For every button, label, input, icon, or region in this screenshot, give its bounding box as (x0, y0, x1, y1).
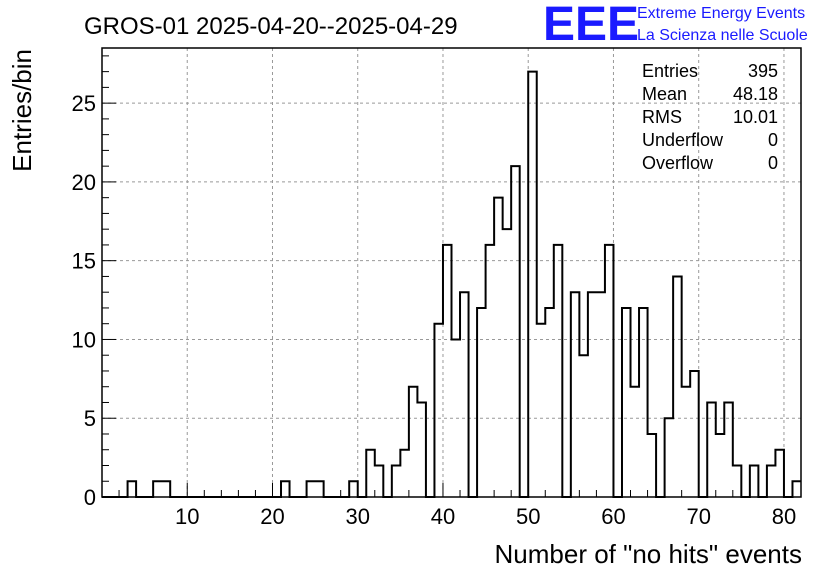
histogram-bin (452, 339, 461, 497)
histogram-bin (682, 387, 691, 497)
y-tick-label: 0 (84, 485, 96, 510)
histogram-bin (648, 434, 657, 497)
x-tick-label: 60 (601, 504, 625, 529)
histogram-bin (639, 308, 648, 497)
histogram-bin (503, 229, 512, 497)
histogram-bin (400, 450, 409, 497)
histogram-bin (409, 387, 418, 497)
stats-underflow-value: 0 (768, 130, 778, 150)
stats-mean-label: Mean (642, 84, 687, 104)
x-tick-label: 20 (260, 504, 284, 529)
y-tick-label: 25 (72, 91, 96, 116)
x-tick-label: 10 (175, 504, 199, 529)
histogram-bin (775, 450, 784, 497)
histogram-bin (366, 450, 375, 497)
histogram-bin (417, 402, 426, 497)
histogram-bin (349, 481, 358, 497)
plot-frame (101, 47, 802, 498)
stats-mean-value: 48.18 (733, 84, 778, 104)
histogram-bin (281, 481, 290, 497)
histogram-bin (477, 308, 486, 497)
histogram-bin (733, 465, 742, 497)
histogram-bin (596, 292, 605, 497)
histogram-bin (511, 166, 520, 497)
histogram-bin (434, 324, 443, 497)
histogram-bin (392, 465, 401, 497)
histogram-bin (528, 72, 537, 497)
histogram-bin (673, 276, 682, 497)
histogram-bin (792, 481, 801, 497)
stats-entries-value: 395 (748, 61, 778, 81)
eee-logo: EEE (543, 0, 639, 51)
histogram-bin (579, 355, 588, 497)
histogram-bin (767, 465, 776, 497)
x-tick-label: 30 (345, 504, 369, 529)
x-tick-label: 80 (772, 504, 796, 529)
y-tick-label: 5 (84, 406, 96, 431)
histogram-bin (153, 481, 162, 497)
histogram-bin (537, 324, 546, 497)
histogram-bin (622, 308, 631, 497)
histogram-bin (571, 292, 580, 497)
histogram-bin (486, 245, 495, 497)
histogram-bin (162, 481, 171, 497)
stats-rms-label: RMS (642, 107, 682, 127)
stats-overflow-value: 0 (768, 153, 778, 173)
histogram-bin (605, 245, 614, 497)
histogram-bin (724, 402, 733, 497)
stats-entries-label: Entries (642, 61, 698, 81)
histogram-bin (443, 245, 452, 497)
x-tick-label: 70 (686, 504, 710, 529)
y-tick-label: 10 (72, 327, 96, 352)
logo-line-2: La Scienza nelle Scuole (637, 27, 808, 44)
x-tick-label: 40 (431, 504, 455, 529)
histogram-bin (460, 292, 469, 497)
y-tick-label: 20 (72, 170, 96, 195)
histogram-bin (665, 418, 674, 497)
histogram-bin (631, 387, 640, 497)
x-axis-title: Number of "no hits" events (495, 539, 803, 569)
histogram-bin (554, 245, 563, 497)
y-tick-label: 15 (72, 249, 96, 274)
histogram-bin (307, 481, 316, 497)
tick-labels: 10 20 30 40 50 60 70 80 0 5 10 15 20 25 (72, 91, 797, 529)
histogram-bin (588, 292, 597, 497)
stats-rms-value: 10.01 (733, 107, 778, 127)
stats-overflow-label: Overflow (642, 153, 714, 173)
y-axis-title: Entries/bin (7, 49, 37, 172)
histogram-bin (128, 481, 137, 497)
histogram-bin (750, 465, 759, 497)
histogram-bin (690, 371, 699, 497)
histogram-bin (494, 198, 503, 497)
histogram-bin (545, 308, 554, 497)
histogram-bin (375, 465, 384, 497)
stats-box: Entries 395 Mean 48.18 RMS 10.01 Underfl… (642, 61, 778, 173)
x-tick-label: 50 (516, 504, 540, 529)
histogram-bin (315, 481, 324, 497)
logo-line-1: Extreme Energy Events (637, 5, 805, 22)
chart-title: GROS-01 2025-04-20--2025-04-29 (84, 13, 458, 40)
histogram-bin (707, 402, 716, 497)
stats-underflow-label: Underflow (642, 130, 724, 150)
histogram-bin (716, 434, 725, 497)
